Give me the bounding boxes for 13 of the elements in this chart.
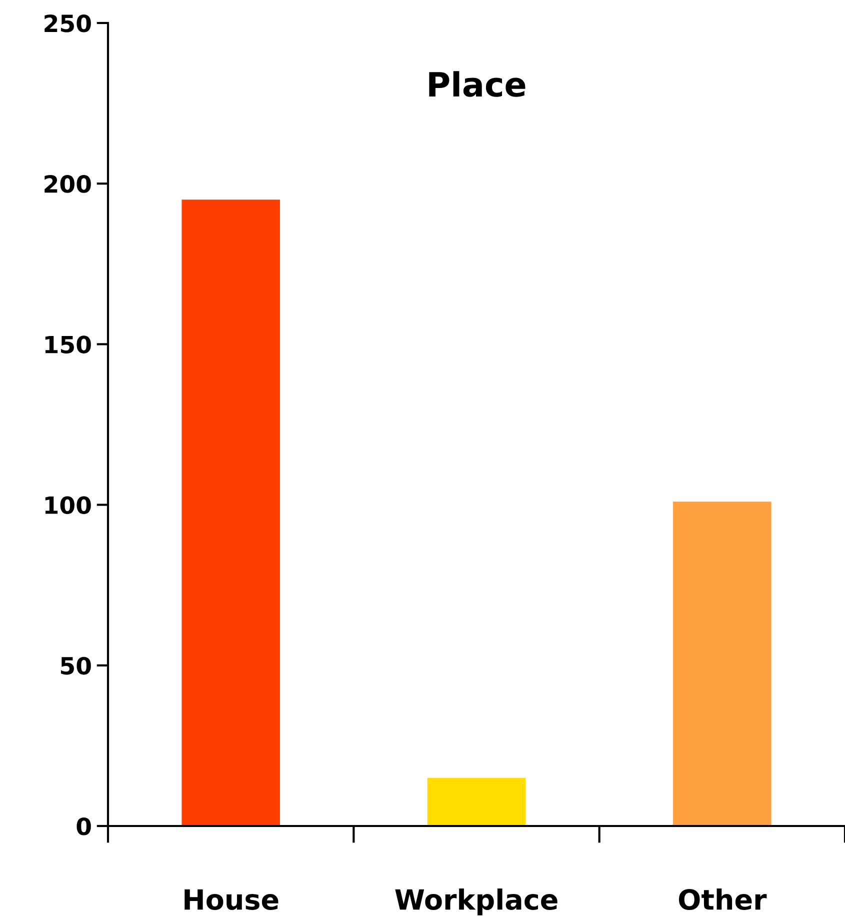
bar — [673, 502, 772, 826]
x-tick-label: Other — [678, 888, 767, 910]
x-tick-label: Workplace — [395, 888, 558, 916]
y-tick-label: 100 — [45, 496, 91, 514]
x-tick-label: House — [184, 889, 278, 910]
bar — [427, 778, 526, 826]
text: Place — [429, 71, 526, 97]
y-tick-label: 50 — [60, 656, 91, 675]
y-tick-label: 250 — [44, 14, 91, 32]
y-tick-label: 150 — [45, 336, 91, 354]
y-tick-label: 200 — [44, 175, 91, 193]
y-tick-label: 0 — [76, 817, 91, 836]
bar — [182, 200, 280, 826]
